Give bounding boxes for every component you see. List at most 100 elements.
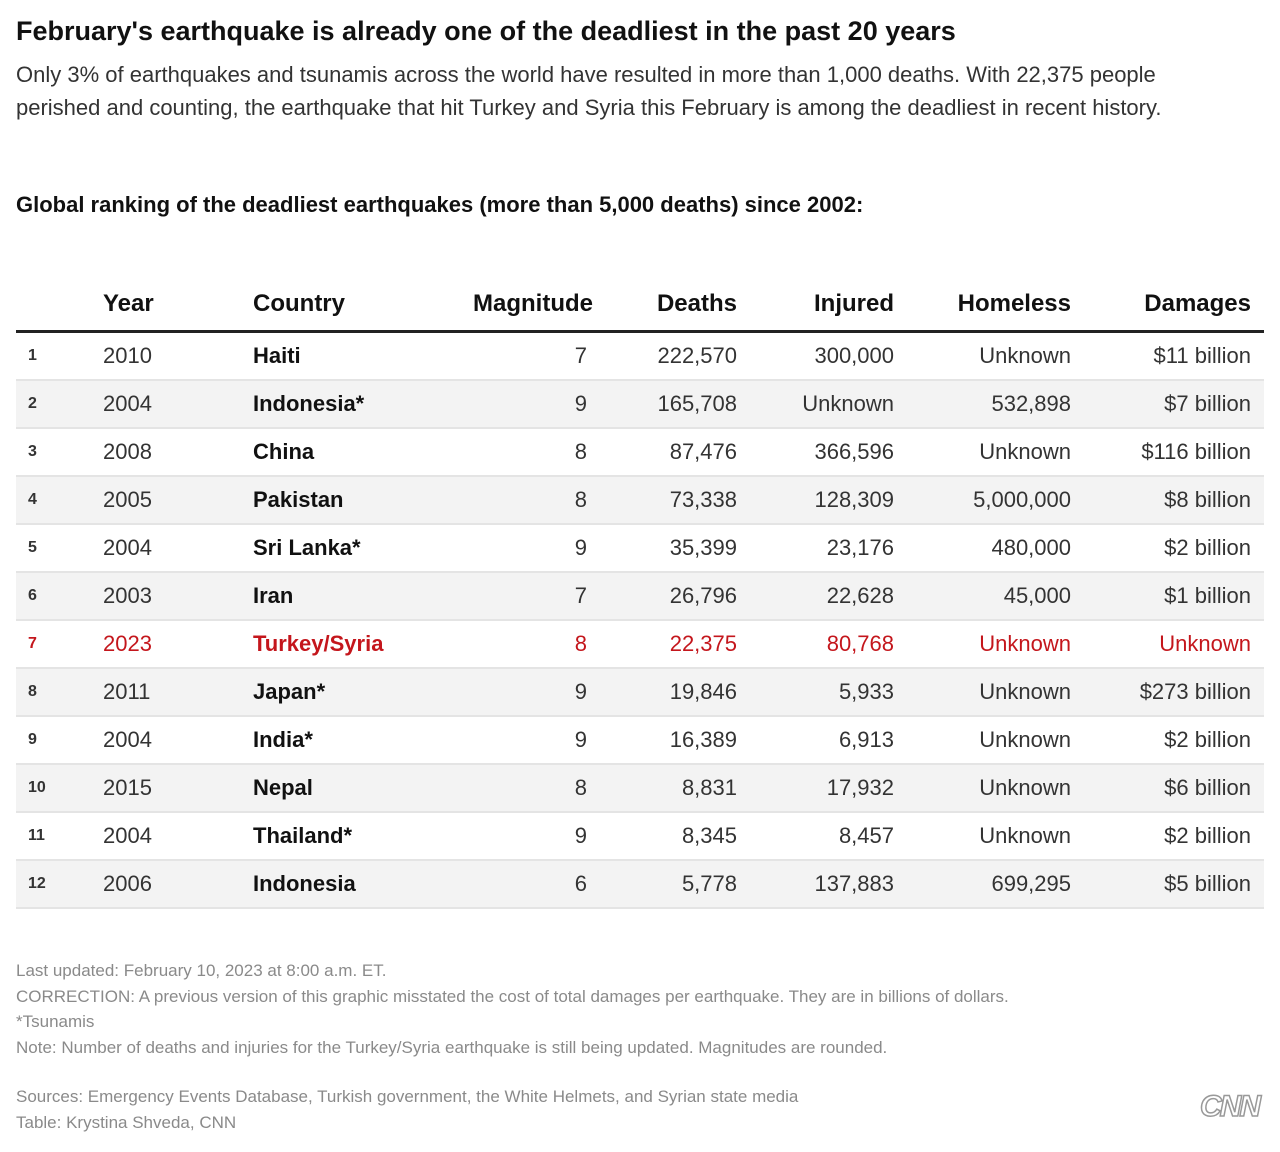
rank-cell: 3 <box>16 428 90 477</box>
table-cell: 6,913 <box>750 716 907 765</box>
table-caption: Global ranking of the deadliest earthqua… <box>16 192 864 217</box>
column-header: Deaths <box>600 278 750 333</box>
table-cell: 73,338 <box>600 476 750 525</box>
table-cell: 9 <box>460 524 600 573</box>
table-cell: Unknown <box>750 380 907 429</box>
table-cell: $11 billion <box>1084 331 1264 381</box>
table-cell: 165,708 <box>600 380 750 429</box>
table-cell: 8,345 <box>600 812 750 861</box>
table-cell: Unknown <box>907 716 1084 765</box>
table-cell: 16,389 <box>600 716 750 765</box>
table-cell: 8,831 <box>600 764 750 813</box>
table-cell: 532,898 <box>907 380 1084 429</box>
rank-cell: 5 <box>16 524 90 573</box>
table-cell: 480,000 <box>907 524 1084 573</box>
rank-cell: 1 <box>16 331 90 381</box>
rank-cell: 11 <box>16 812 90 861</box>
table-row: 7 2023 Turkey/Syria 8 22,375 80,768 Unknown Unk… <box>16 620 1264 669</box>
table-cell: $2 billion <box>1084 812 1264 861</box>
table-cell: Turkey/Syria <box>240 620 460 669</box>
table-cell: 699,295 <box>907 860 1084 909</box>
table-cell: $2 billion <box>1084 716 1264 765</box>
table-cell: 26,796 <box>600 572 750 621</box>
rank-cell: 6 <box>16 572 90 621</box>
table-cell: 5,778 <box>600 860 750 909</box>
table-cell: 19,846 <box>600 668 750 717</box>
table-cell: 8,457 <box>750 812 907 861</box>
header-row: Year Country Magnitude Deaths Injured Homeles… <box>16 278 1264 333</box>
table-cell: Haiti <box>240 331 460 381</box>
table-cell: $1 billion <box>1084 572 1264 621</box>
table-cell: India* <box>240 716 460 765</box>
table-cell: $7 billion <box>1084 380 1264 429</box>
table-cell: 9 <box>460 812 600 861</box>
title: February's earthquake is already one of … <box>16 16 956 46</box>
table-cell: 2015 <box>90 764 240 813</box>
table-cell: 2023 <box>90 620 240 669</box>
table-cell: 2008 <box>90 428 240 477</box>
sources: Sources: Emergency Events Database, Turk… <box>16 1084 798 1136</box>
column-header: Damages <box>1084 278 1264 333</box>
note-line: CORRECTION: A previous version of this g… <box>16 986 1009 1006</box>
table-cell: 2004 <box>90 380 240 429</box>
table-cell: 23,176 <box>750 524 907 573</box>
logo: CNN <box>1199 1089 1262 1124</box>
rank-cell: 9 <box>16 716 90 765</box>
table-cell: 2006 <box>90 860 240 909</box>
rank-cell: 8 <box>16 668 90 717</box>
table-cell: Nepal <box>240 764 460 813</box>
note-line: *Tsunamis <box>16 1012 95 1031</box>
table-row: 5 2004 Sri Lanka* 9 35,399 23,176 480,000 $2 bi… <box>16 524 1264 573</box>
table-cell: 300,000 <box>750 331 907 381</box>
table-cell: 2004 <box>90 812 240 861</box>
table-cell: 87,476 <box>600 428 750 477</box>
table-cell: 8 <box>460 764 600 813</box>
table-cell: 2010 <box>90 331 240 381</box>
table-cell: 45,000 <box>907 572 1084 621</box>
table-cell: 8 <box>460 476 600 525</box>
table-row: 12 2006 Indonesia 6 5,778 137,883 699,295 $5 bi… <box>16 860 1264 909</box>
column-header: Injured <box>750 278 907 333</box>
table-cell: 2005 <box>90 476 240 525</box>
table-cell: 35,399 <box>600 524 750 573</box>
rank-cell: 4 <box>16 476 90 525</box>
table-cell: 2003 <box>90 572 240 621</box>
table-cell: Sri Lanka* <box>240 524 460 573</box>
table-cell: 128,309 <box>750 476 907 525</box>
table-row: 9 2004 India* 9 16,389 6,913 Unknown $2 billion <box>16 716 1264 765</box>
note-line: Last updated: February 10, 2023 at 8:00 … <box>16 961 387 980</box>
table-cell: China <box>240 428 460 477</box>
rank-cell: 12 <box>16 860 90 909</box>
source-line: Sources: Emergency Events Database, Turk… <box>16 1087 799 1106</box>
table-cell: 6 <box>460 860 600 909</box>
table-cell: 7 <box>460 331 600 381</box>
column-header: Year <box>90 278 240 333</box>
table-cell: Unknown <box>1084 620 1264 669</box>
table-cell: 8 <box>460 620 600 669</box>
table-cell: $8 billion <box>1084 476 1264 525</box>
table-cell: 22,375 <box>600 620 750 669</box>
table-cell: Unknown <box>907 764 1084 813</box>
note-line: Note: Number of deaths and injuries for … <box>16 1037 888 1057</box>
table-cell: Thailand* <box>240 812 460 861</box>
table-cell: 2004 <box>90 716 240 765</box>
rank-cell: 7 <box>16 620 90 669</box>
table-cell: Pakistan <box>240 476 460 525</box>
table-cell: 366,596 <box>750 428 907 477</box>
ranking-table: Year Country Magnitude Deaths Injured Homeles… <box>16 278 1264 909</box>
table-row: 6 2003 Iran 7 26,796 22,628 45,000 $1 billion <box>16 572 1264 621</box>
table-cell: 2011 <box>90 668 240 717</box>
table-cell: 9 <box>460 380 600 429</box>
column-header: Homeless <box>907 278 1084 333</box>
table-cell: Iran <box>240 572 460 621</box>
table-cell: 7 <box>460 572 600 621</box>
table-cell: Unknown <box>907 428 1084 477</box>
table-cell: $5 billion <box>1084 860 1264 909</box>
table-row: 10 2015 Nepal 8 8,831 17,932 Unknown $6 billion <box>16 764 1264 813</box>
subtitle: Only 3% of earthquakes and tsunamis acro… <box>16 62 1162 120</box>
table-cell: 9 <box>460 668 600 717</box>
table-cell: 137,883 <box>750 860 907 909</box>
table-row: 11 2004 Thailand* 9 8,345 8,457 Unknown $2 bill… <box>16 812 1264 861</box>
rank-cell: 2 <box>16 380 90 429</box>
